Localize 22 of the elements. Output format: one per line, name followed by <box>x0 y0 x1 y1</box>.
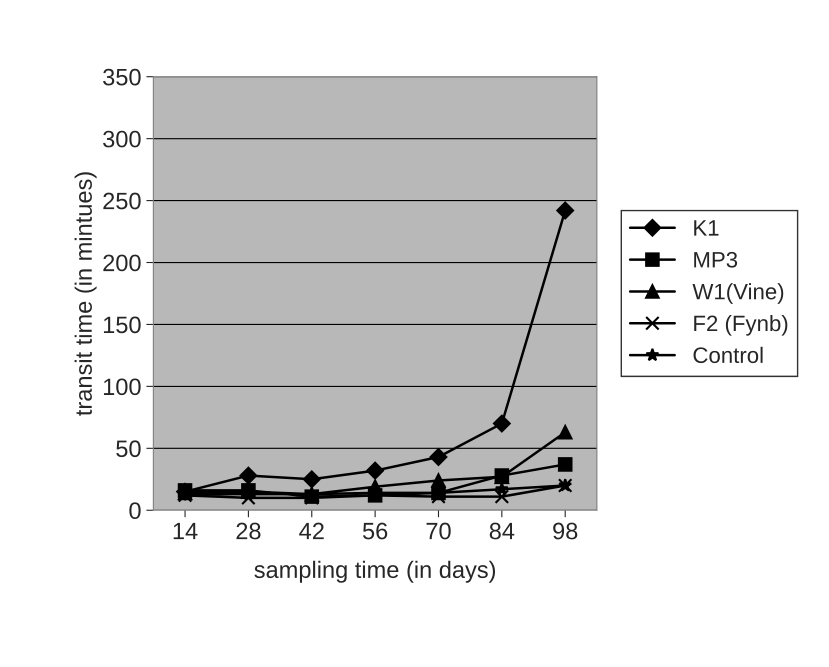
legend-label: MP3 <box>694 252 738 268</box>
legend-label: F2 (Fynb) <box>694 314 788 336</box>
y-axis-title: transit time (in mintues) <box>74 172 97 416</box>
y-tick-label: 0 <box>129 502 141 520</box>
y-tick-label: 250 <box>103 192 141 210</box>
x-tick-label: 28 <box>236 522 261 540</box>
legend-label: K1 <box>694 220 719 236</box>
legend-label: W1(Vine) <box>692 283 784 304</box>
x-tick-label: 70 <box>426 522 451 540</box>
y-tick-label: 150 <box>104 316 141 334</box>
x-tick-label: 14 <box>174 522 198 540</box>
y-tick-label: 50 <box>116 440 141 458</box>
y-tick-label: 200 <box>103 254 141 272</box>
x-tick-label: 98 <box>553 522 578 540</box>
y-tick-label: 300 <box>103 130 141 148</box>
x-axis-title: sampling time (in days) <box>254 560 496 583</box>
x-tick-label: 56 <box>362 522 388 540</box>
y-tick-label: 350 <box>103 68 141 86</box>
legend-label: Control <box>694 346 763 364</box>
x-tick-label: 42 <box>299 522 324 540</box>
x-tick-label: 84 <box>490 522 514 540</box>
y-tick-label: 100 <box>104 378 141 396</box>
